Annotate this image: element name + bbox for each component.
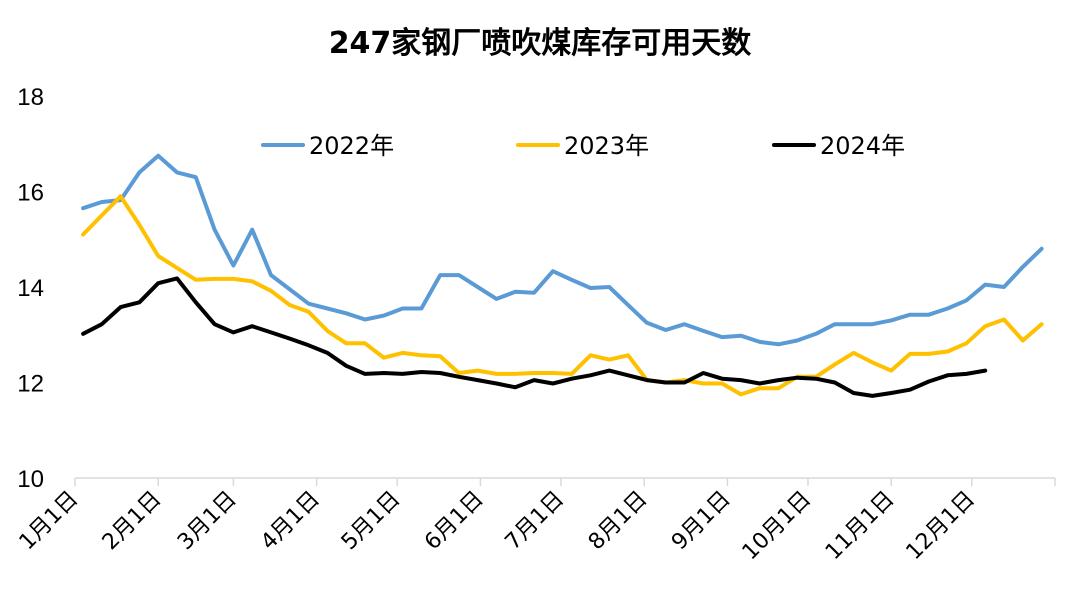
y-tick-label: 10 bbox=[17, 466, 44, 493]
series-line-1 bbox=[81, 194, 1044, 397]
y-tick-label: 18 bbox=[17, 84, 44, 111]
series-line-0 bbox=[81, 153, 1044, 347]
x-tick-label: 8月1日 bbox=[584, 487, 653, 556]
legend-label-2: 2024年 bbox=[820, 132, 905, 160]
x-tick-label: 6月1日 bbox=[420, 487, 489, 556]
chart-title: 247家钢厂喷吹煤库存可用天数 bbox=[329, 26, 753, 61]
series-line-2 bbox=[81, 276, 988, 398]
legend-label-1: 2023年 bbox=[564, 132, 649, 160]
x-tick-label: 7月1日 bbox=[501, 487, 570, 556]
legend-label-0: 2022年 bbox=[309, 132, 394, 160]
x-tick-label: 11月1日 bbox=[821, 487, 899, 565]
x-tick-label: 10月1日 bbox=[738, 487, 816, 565]
y-axis-ticks: 10 12 14 16 18 bbox=[17, 84, 44, 493]
x-tick-label: 1月1日 bbox=[15, 487, 84, 556]
x-tick-label: 4月1日 bbox=[256, 487, 325, 556]
x-tick-label: 3月1日 bbox=[173, 487, 242, 556]
x-tick-label: 2月1日 bbox=[98, 487, 167, 556]
y-tick-label: 14 bbox=[17, 275, 44, 302]
x-tick-label: 9月1日 bbox=[667, 487, 736, 556]
series-lines bbox=[81, 153, 1044, 398]
x-tick-label: 12月1日 bbox=[902, 487, 980, 565]
x-axis-ticks: 1月1日 2月1日 3月1日 4月1日 5月1日 6月1日 7月1日 8月1日 9月1日 10月1… bbox=[15, 478, 1056, 565]
y-tick-label: 12 bbox=[17, 371, 44, 398]
x-tick-label: 5月1日 bbox=[337, 487, 406, 556]
legend: 2022年 2023年 2024年 bbox=[261, 132, 905, 160]
y-tick-label: 16 bbox=[17, 180, 44, 207]
